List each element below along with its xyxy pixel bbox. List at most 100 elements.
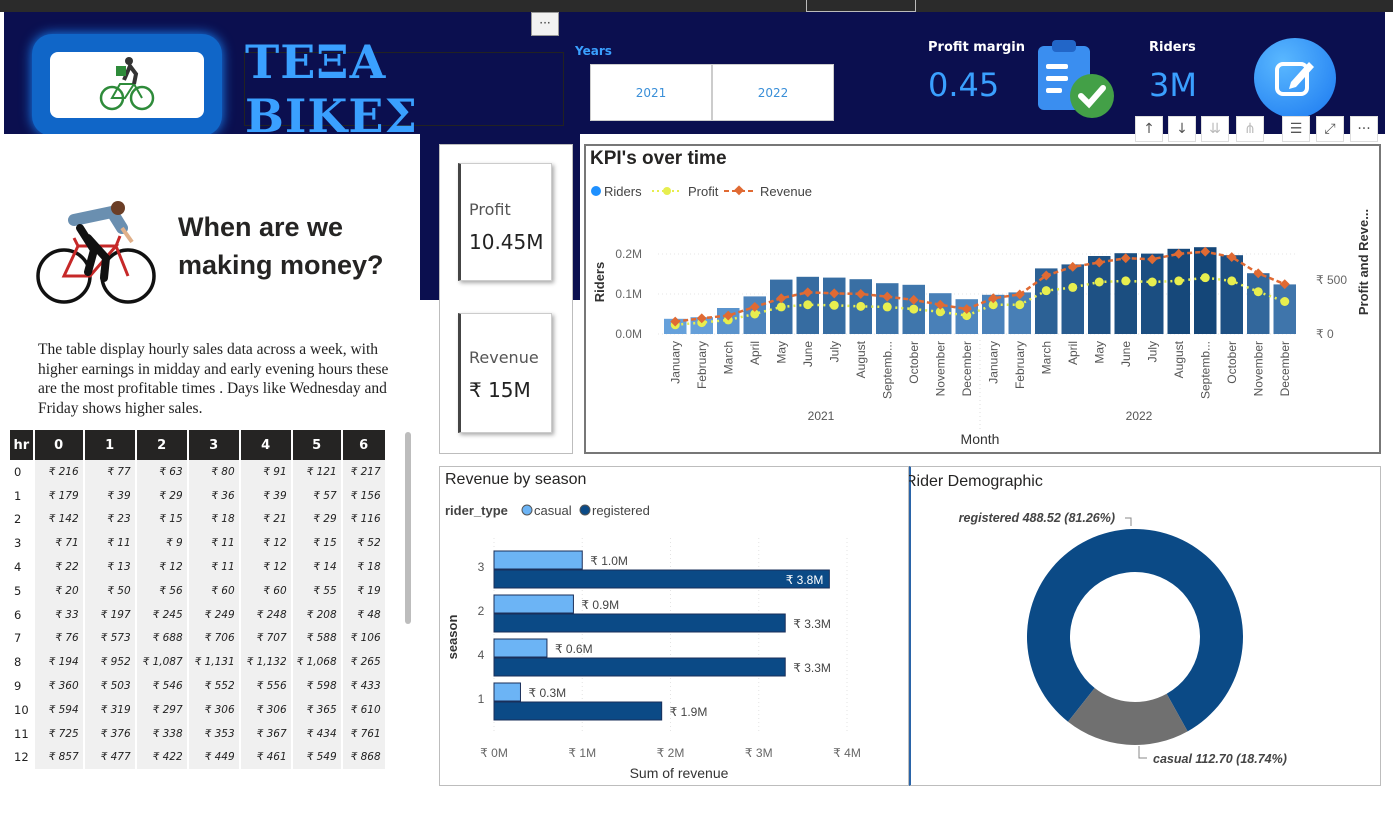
registered-bar bbox=[493, 613, 786, 633]
riders-bar bbox=[1194, 247, 1217, 334]
hour-cell: 0 bbox=[10, 460, 33, 484]
y-tick-label: 4 bbox=[478, 648, 485, 662]
more-options-button[interactable]: ··· bbox=[531, 12, 559, 36]
table-cell: ₹ 297 bbox=[136, 697, 187, 722]
table-cell: ₹ 556 bbox=[240, 674, 291, 698]
table-cell: ₹ 29 bbox=[292, 507, 341, 532]
legend-marker bbox=[521, 504, 533, 516]
hour-cell: 2 bbox=[10, 507, 33, 532]
riders-bar bbox=[1220, 255, 1243, 334]
revenue-card-value: ₹ 15M bbox=[469, 378, 531, 402]
table-cell: ₹ 36 bbox=[188, 483, 239, 508]
casual-bar bbox=[493, 550, 583, 570]
more-options-icon[interactable]: ··· bbox=[1350, 116, 1378, 142]
logo bbox=[50, 52, 204, 118]
table-row: 7 ₹ 76 ₹ 573 ₹ 688 ₹ 706 ₹ 707 ₹ 588 ₹ 106 bbox=[10, 626, 385, 651]
table-cell: ₹ 106 bbox=[342, 626, 385, 651]
hour-cell: 7 bbox=[10, 626, 33, 651]
arrow-down-icon[interactable]: ↓ bbox=[1168, 116, 1196, 142]
x-tick-label: June bbox=[1119, 341, 1133, 367]
profit-card: Profit 10.45M bbox=[458, 163, 552, 281]
profit-point bbox=[962, 311, 972, 321]
table-cell: ₹ 208 bbox=[292, 602, 341, 627]
table-header-cell[interactable]: 5 bbox=[292, 430, 341, 460]
table-cell: ₹ 60 bbox=[188, 578, 239, 603]
double-arrow-down-icon[interactable]: ⇊ bbox=[1201, 116, 1229, 142]
filter-icon[interactable]: ☰ bbox=[1282, 116, 1310, 142]
revenue-point bbox=[723, 310, 734, 321]
data-label: ₹ 1.9M bbox=[670, 705, 708, 719]
revenue-point bbox=[696, 313, 707, 324]
table-cell: ₹ 12 bbox=[240, 555, 291, 579]
years-slicer-label: Years bbox=[575, 44, 612, 58]
profit-point bbox=[1227, 276, 1237, 286]
x-axis-label: Month bbox=[961, 431, 1000, 447]
profit-point bbox=[856, 301, 866, 311]
revenue-point bbox=[1147, 254, 1158, 265]
table-cell: ₹ 12 bbox=[136, 555, 187, 579]
legend-label: casual bbox=[534, 503, 572, 518]
revenue-point bbox=[961, 304, 972, 315]
profit-point bbox=[935, 307, 945, 317]
table-cell: ₹ 217 bbox=[342, 460, 385, 484]
table-header-cell[interactable]: 3 bbox=[188, 430, 239, 460]
focus-mode-icon[interactable]: ⤢ bbox=[1316, 116, 1344, 142]
hour-cell: 8 bbox=[10, 650, 33, 675]
table-row: 3 ₹ 71 ₹ 11 ₹ 9 ₹ 11 ₹ 12 ₹ 15 ₹ 52 bbox=[10, 531, 385, 556]
table-cell: ₹ 868 bbox=[342, 745, 385, 770]
table-cell: ₹ 121 bbox=[292, 460, 341, 484]
table-header-cell[interactable]: 6 bbox=[342, 430, 385, 460]
table-cell: ₹ 707 bbox=[240, 626, 291, 651]
profit-point bbox=[909, 304, 919, 314]
table-row: 0 ₹ 216 ₹ 77 ₹ 63 ₹ 80 ₹ 91 ₹ 121 ₹ 217 bbox=[10, 460, 385, 484]
table-header-cell[interactable]: 0 bbox=[34, 430, 83, 460]
hourly-sales-table[interactable]: hr 0 1 2 3 4 5 6 0 ₹ 216 ₹ 77 ₹ 63 ₹ 80 ₹ 91 ₹ 121 ₹ 2… bbox=[8, 430, 404, 780]
registered-bar bbox=[493, 569, 830, 589]
riders-bar bbox=[1035, 268, 1058, 334]
table-cell: ₹ 15 bbox=[136, 507, 187, 532]
x-tick-label: ₹ 0M bbox=[480, 746, 508, 760]
revenue-point bbox=[1094, 257, 1105, 268]
expand-hierarchy-icon[interactable]: ⋔ bbox=[1236, 116, 1264, 142]
profit-point bbox=[1041, 286, 1051, 296]
table-scrollbar[interactable] bbox=[405, 432, 411, 624]
legend-label: Profit bbox=[688, 184, 719, 199]
clipboard-check-icon bbox=[1032, 38, 1116, 120]
table-header-cell[interactable]: 2 bbox=[136, 430, 187, 460]
table-header-cell[interactable]: hr bbox=[10, 430, 33, 460]
y2-axis-label: Profit and Reve... bbox=[1356, 209, 1371, 315]
table-header-cell[interactable]: 4 bbox=[240, 430, 291, 460]
x-tick-label: April bbox=[1066, 341, 1080, 365]
description-text: The table display hourly sales data acro… bbox=[38, 341, 389, 417]
y2-tick-label: ₹ 500 bbox=[1316, 273, 1347, 287]
brand-title-text: ΤΕΞΑ ΒΙΚΕΣ bbox=[245, 35, 418, 143]
table-row: 1 ₹ 179 ₹ 39 ₹ 29 ₹ 36 ₹ 39 ₹ 57 ₹ 156 bbox=[10, 483, 385, 508]
registered-bar bbox=[493, 701, 663, 721]
profit-margin-label: Profit margin bbox=[928, 40, 1025, 55]
edit-icon[interactable] bbox=[1254, 38, 1336, 118]
revenue-point bbox=[1014, 289, 1025, 300]
riders-bar bbox=[1247, 273, 1270, 334]
x-tick-label: August bbox=[1172, 340, 1186, 378]
window-top-strip bbox=[0, 0, 1393, 12]
table-cell: ₹ 245 bbox=[136, 602, 187, 627]
table-header-cell[interactable]: 1 bbox=[84, 430, 135, 460]
profit-margin-value: 0.45 bbox=[928, 66, 1000, 104]
year-2021-button[interactable]: 2021 bbox=[590, 64, 712, 121]
x-tick-label: March bbox=[1039, 341, 1053, 374]
arrow-up-icon[interactable]: ↑ bbox=[1135, 116, 1163, 142]
profit-point bbox=[882, 302, 892, 312]
x-tick-label: February bbox=[1013, 341, 1027, 389]
table-cell: ₹ 55 bbox=[292, 578, 341, 603]
table-cell: ₹ 71 bbox=[34, 531, 83, 556]
window-tab[interactable] bbox=[806, 0, 916, 12]
table-cell: ₹ 57 bbox=[292, 483, 341, 508]
revenue-point bbox=[935, 299, 946, 310]
profit-point bbox=[776, 302, 786, 312]
revenue-point bbox=[1067, 261, 1078, 272]
table-cell: ₹ 63 bbox=[136, 460, 187, 484]
table-cell: ₹ 60 bbox=[240, 578, 291, 603]
year-2022-button[interactable]: 2022 bbox=[712, 64, 834, 121]
revenue-point bbox=[1041, 270, 1052, 281]
table-cell: ₹ 353 bbox=[188, 721, 239, 746]
